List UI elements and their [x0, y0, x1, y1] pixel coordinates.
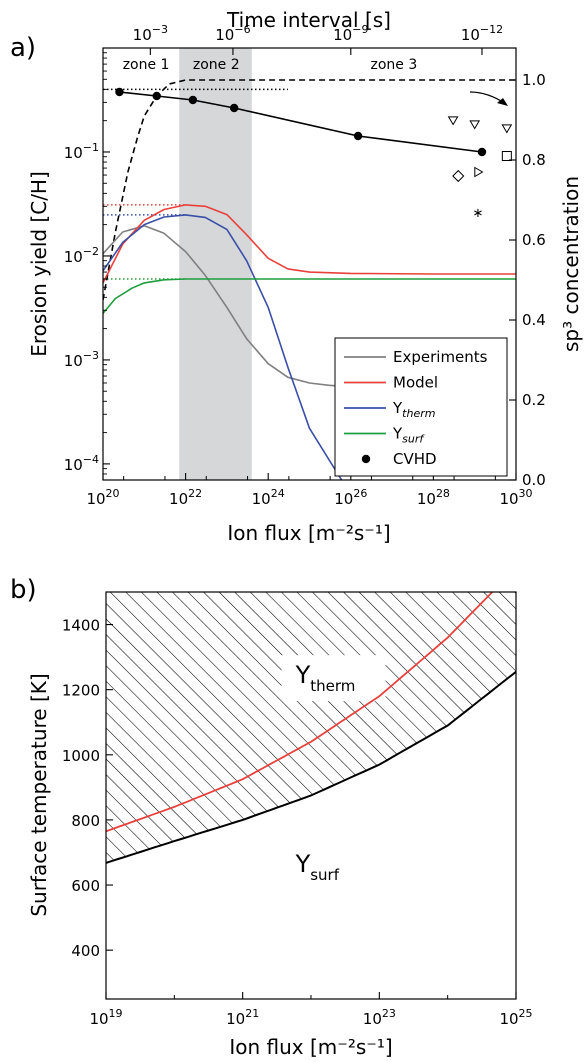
- diamond-marker: [452, 169, 465, 183]
- y2-axis-label-a: sp³ concentration: [559, 176, 583, 352]
- legend-box: [334, 337, 508, 477]
- x-tick-label-b: 1019: [89, 1007, 122, 1028]
- series-line-ysurf: [103, 278, 516, 314]
- y-tick-label: 10−4: [64, 453, 99, 474]
- top-tick-label: 10−9: [333, 23, 368, 44]
- x-tick-label: 1028: [417, 487, 450, 508]
- zone-label: zone 2: [193, 57, 240, 73]
- legend-marker: [361, 454, 371, 464]
- legend-entry-ytherm: Ytherm: [392, 399, 435, 420]
- cvhd-point: [115, 87, 124, 97]
- triangle-down-marker: [469, 120, 481, 130]
- y2-tick-label: 0.0: [522, 471, 546, 489]
- series-group: [103, 79, 516, 480]
- y-tick-label: 10−3: [64, 349, 99, 370]
- zone-label: zone 1: [123, 57, 170, 73]
- reference-markers: ∗: [447, 116, 513, 221]
- star-marker: ∗: [473, 206, 484, 221]
- panel-label-b: b): [10, 575, 37, 605]
- label-background-therm: [281, 655, 386, 702]
- plot-frame-a: [102, 47, 517, 481]
- panel-label-a: a): [10, 33, 36, 63]
- y-tick-label-b: 800: [71, 812, 100, 830]
- y-tick-label: 10−1: [64, 141, 99, 162]
- y-tick-label-b: 1000: [62, 747, 100, 765]
- y-tick-label: 10−2: [64, 245, 99, 266]
- cvhd-point: [353, 131, 363, 141]
- cvhd-point: [477, 147, 487, 157]
- arrow-head: [497, 98, 508, 106]
- region-label-therm: Ytherm: [295, 661, 356, 695]
- y2-tick-label: 1.0: [522, 71, 546, 89]
- x-axis-label-b: Ion flux [m⁻²s⁻¹]: [229, 1035, 392, 1059]
- panel-b: 1019 1021 1023 1025 400 600 800 1000 1200 1400 Yt…: [10, 575, 533, 1059]
- panel-a: ∗ 1020 1022 1024 1026 1028 103010−410−310−210…: [10, 8, 583, 545]
- cvhd-point: [152, 91, 161, 101]
- y2-tick-label: 0.4: [522, 311, 546, 329]
- boundary-curve: [106, 671, 516, 864]
- y2-tick-label: 0.6: [522, 231, 546, 249]
- zone-2-shading: [179, 48, 252, 480]
- legend-entry-experiments: Experiments: [393, 348, 488, 366]
- red-curve: [106, 592, 493, 833]
- hatched-region-therm: [106, 592, 516, 863]
- x-tick-label: 1020: [86, 487, 119, 508]
- cvhd-point: [188, 95, 198, 105]
- zone-labels: zone 1 zone 2 zone 3: [123, 57, 418, 73]
- series-line-experiments: [103, 225, 371, 388]
- y-tick-label-b: 600: [71, 877, 100, 895]
- x-axis-label-a: Ion flux [m⁻²s⁻¹]: [227, 521, 390, 545]
- y-tick-label-b: 1200: [62, 682, 100, 700]
- legend-entry-model: Model: [393, 374, 438, 392]
- y-tick-label-b: 400: [71, 942, 100, 960]
- top-tick-label: 10−12: [461, 23, 503, 44]
- ticks-a: 1020 1022 1024 1026 1028 1030 10−4 10−3 10−2 10−1…: [64, 23, 546, 508]
- x-tick-label-b: 1023: [363, 1007, 396, 1028]
- triangle-right-marker: [474, 166, 484, 178]
- curves-b: [106, 592, 516, 864]
- series-line-ytherm: [103, 214, 343, 480]
- legend: Experiments Model Ytherm Ysurf CVHD: [334, 337, 508, 477]
- triangle-down-marker: [447, 116, 459, 126]
- series-line-cvhd: [119, 91, 483, 153]
- x-tick-label-b: 1025: [499, 1007, 532, 1028]
- x-tick-label: 1022: [169, 487, 202, 508]
- square-marker: [501, 151, 512, 161]
- y-axis-label-b: Surface temperature [K]: [27, 673, 51, 916]
- x-tick-label: 1030: [499, 487, 532, 508]
- region-labels: Ytherm Ysurf: [295, 661, 356, 884]
- region-label-surf: Ysurf: [295, 850, 340, 884]
- triangle-down-marker: [501, 124, 513, 134]
- legend-entry-cvhd: CVHD: [393, 450, 437, 468]
- y2-tick-label: 0.2: [522, 391, 546, 409]
- y-axis-label-a: Erosion yield [C/H]: [27, 171, 51, 357]
- x-tick-label: 1026: [334, 487, 367, 508]
- y-tick-label-b: 1400: [62, 617, 100, 635]
- cvhd-point: [229, 103, 239, 113]
- x-tick-label-b: 1021: [226, 1007, 259, 1028]
- sp3-dashed-line: [103, 79, 516, 301]
- series-line-model: [103, 204, 516, 284]
- ticks-b: 1019 1021 1023 1025 400 600 800 1000 1200 1400: [62, 617, 533, 1028]
- x-tick-label: 1024: [252, 487, 285, 508]
- legend-entry-ysurf: Ysurf: [392, 425, 425, 446]
- top-tick-label: 10−3: [133, 23, 168, 44]
- top-axis-label: Time interval [s]: [226, 8, 391, 32]
- zone-label: zone 3: [371, 57, 418, 73]
- top-tick-label: 10−6: [215, 23, 250, 44]
- y2-tick-label: 0.8: [522, 151, 546, 169]
